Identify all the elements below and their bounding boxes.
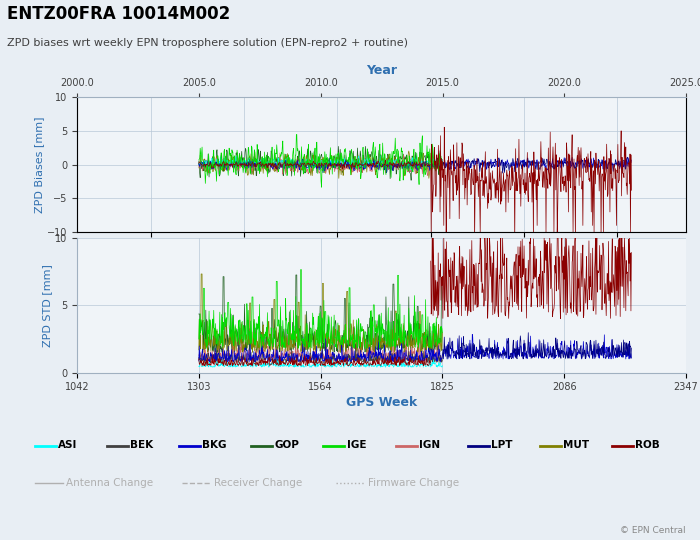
Text: Antenna Change: Antenna Change xyxy=(66,478,153,488)
Text: ROB: ROB xyxy=(635,441,659,450)
X-axis label: GPS Week: GPS Week xyxy=(346,396,417,409)
Text: ENTZ00FRA 10014M002: ENTZ00FRA 10014M002 xyxy=(7,5,230,23)
Text: IGE: IGE xyxy=(346,441,366,450)
Text: MUT: MUT xyxy=(563,441,589,450)
Text: Receiver Change: Receiver Change xyxy=(214,478,302,488)
Text: IGN: IGN xyxy=(419,441,440,450)
Text: GOP: GOP xyxy=(274,441,300,450)
Text: BKG: BKG xyxy=(202,441,227,450)
Y-axis label: ZPD Biases [mm]: ZPD Biases [mm] xyxy=(34,117,44,213)
Text: ASI: ASI xyxy=(58,441,78,450)
Y-axis label: ZPD STD [mm]: ZPD STD [mm] xyxy=(42,264,52,347)
Text: BEK: BEK xyxy=(130,441,153,450)
Text: ZPD biases wrt weekly EPN troposphere solution (EPN-repro2 + routine): ZPD biases wrt weekly EPN troposphere so… xyxy=(7,38,408,48)
Text: Firmware Change: Firmware Change xyxy=(368,478,458,488)
Text: LPT: LPT xyxy=(491,441,512,450)
X-axis label: Year: Year xyxy=(366,64,397,77)
Text: © EPN Central: © EPN Central xyxy=(620,525,686,535)
